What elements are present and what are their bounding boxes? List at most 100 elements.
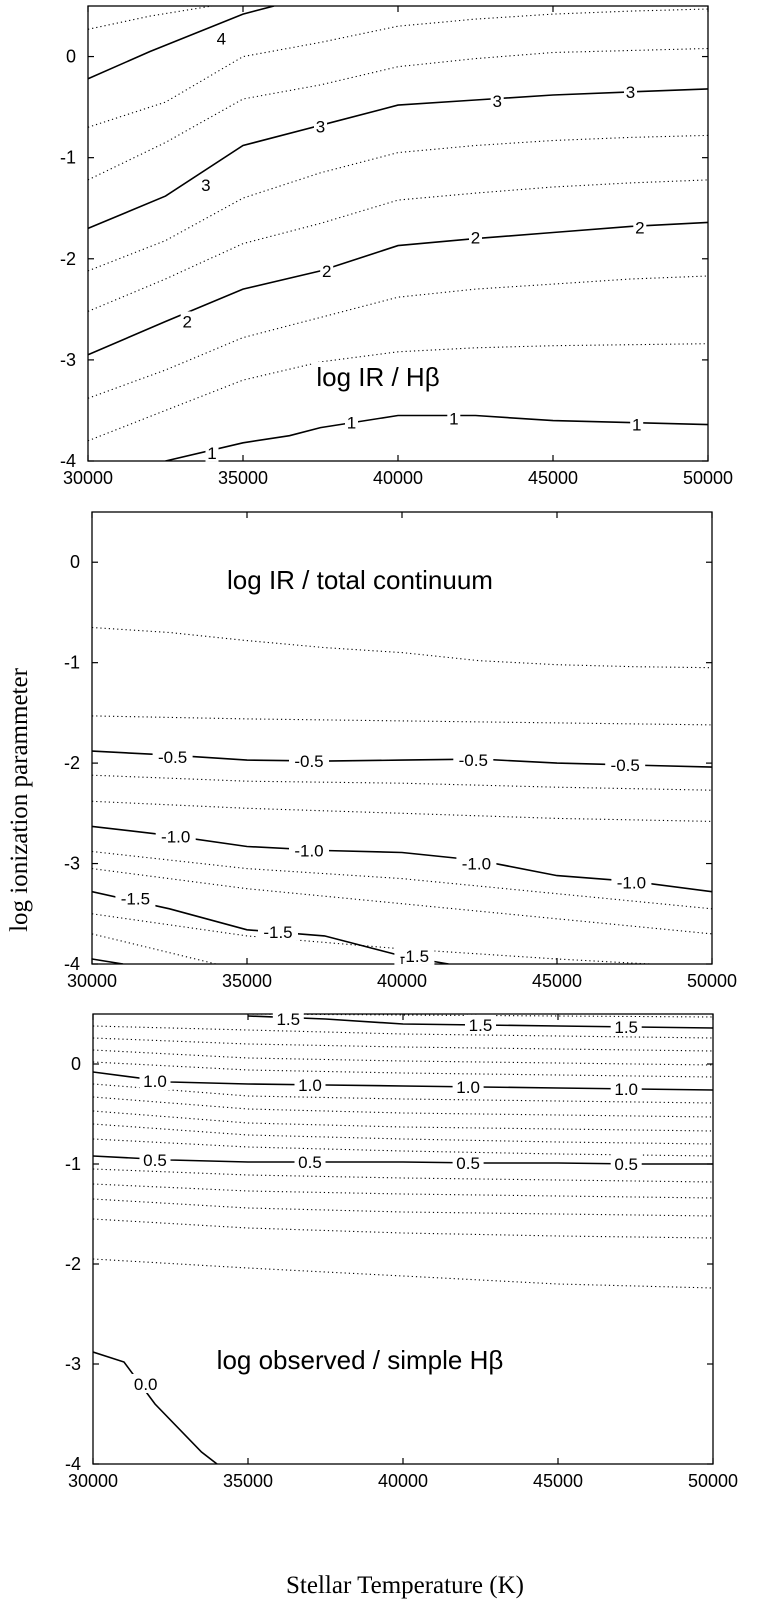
contour-line-1p0 bbox=[93, 1071, 713, 1091]
y-tick-label: -3 bbox=[60, 350, 76, 370]
y-tick-label: -3 bbox=[65, 1354, 81, 1374]
x-axis-label: Stellar Temperature (K) bbox=[286, 1572, 524, 1599]
contour-label: -0.5 bbox=[459, 751, 488, 770]
contour-label-gap bbox=[214, 28, 228, 48]
contour-line-dotted-17 bbox=[93, 1218, 713, 1239]
contour-line-dotted-5 bbox=[88, 8, 708, 128]
contour-label: 2 bbox=[182, 312, 191, 331]
y-tick-label: -3 bbox=[64, 854, 80, 874]
contour-label-gap bbox=[611, 872, 652, 892]
y-tick-label: 0 bbox=[71, 1054, 81, 1074]
contour-label-gap bbox=[610, 1017, 642, 1036]
x-tick-label: 30000 bbox=[68, 1471, 118, 1491]
contour-label-gap bbox=[456, 853, 497, 873]
contour-line-dotted-18 bbox=[93, 1258, 713, 1289]
contour-label: 1 bbox=[449, 410, 458, 429]
contour-line-dotted-10 bbox=[93, 1096, 713, 1118]
contour-label: 1.0 bbox=[143, 1072, 167, 1091]
y-tick-label: -2 bbox=[65, 1254, 81, 1274]
contour-label-gap bbox=[453, 750, 494, 770]
contour-line-1 bbox=[165, 414, 708, 461]
contour-label-gap bbox=[345, 412, 358, 432]
x-tick-label: 40000 bbox=[373, 468, 423, 488]
y-tick-label: -2 bbox=[64, 753, 80, 773]
contour-label: 1.0 bbox=[614, 1080, 638, 1099]
contour-label-gap bbox=[610, 1154, 642, 1173]
contour-label: 4 bbox=[217, 29, 226, 48]
y-axis-label: log ionization parammeter bbox=[6, 667, 33, 931]
contour-line-dotted-5 bbox=[93, 1025, 713, 1039]
x-tick-label: 45000 bbox=[532, 971, 582, 991]
contour-line-dotted-3 bbox=[92, 774, 712, 791]
contour-line-dotted-4 bbox=[92, 800, 712, 822]
contour-label: 2 bbox=[471, 229, 480, 248]
contour-label: 0.0 bbox=[134, 1375, 158, 1394]
contour-label: 1.5 bbox=[614, 1018, 638, 1037]
contour-label-gap bbox=[155, 826, 196, 846]
contour-label: 1.0 bbox=[298, 1076, 322, 1095]
contour-line-dotted-15 bbox=[93, 1183, 713, 1199]
contour-label-gap bbox=[605, 755, 646, 775]
contour-label-gap bbox=[152, 747, 193, 767]
contour-line-4 bbox=[88, 6, 275, 80]
contour-label: 1.0 bbox=[456, 1078, 480, 1097]
contour-label-gap bbox=[289, 751, 329, 771]
contour-label: 0.5 bbox=[456, 1154, 480, 1173]
contour-line-dotted-7 bbox=[88, 134, 708, 272]
contour-label-gap bbox=[624, 81, 637, 101]
contour-label-gap bbox=[469, 227, 482, 247]
contour-label-gap bbox=[320, 260, 334, 280]
x-tick-label: 40000 bbox=[378, 1471, 428, 1491]
contour-label-gap bbox=[115, 888, 156, 908]
panel-title-backing bbox=[223, 565, 497, 595]
y-tick-label: -1 bbox=[64, 653, 80, 673]
y-tick-label: -1 bbox=[65, 1154, 81, 1174]
contour-label: 3 bbox=[492, 92, 501, 111]
contour-label-gap bbox=[289, 840, 329, 860]
contour-line-0p0 bbox=[93, 1351, 218, 1464]
panel-title: log IR / Hβ bbox=[316, 362, 439, 392]
contour-label: 1 bbox=[207, 444, 216, 463]
contour-label: 2 bbox=[635, 218, 644, 237]
contour-line-dotted-12 bbox=[93, 1123, 713, 1145]
contour-label: 3 bbox=[316, 117, 325, 136]
contour-label-gap bbox=[447, 408, 461, 428]
contour-line-dotted-14 bbox=[93, 1168, 713, 1183]
contour-label: 2 bbox=[322, 262, 331, 281]
contour-label: -1.0 bbox=[462, 855, 491, 874]
x-tick-label: 45000 bbox=[533, 1471, 583, 1491]
contour-label-gap bbox=[452, 1077, 484, 1096]
y-tick-label: -1 bbox=[60, 148, 76, 168]
contour-line-dotted-13 bbox=[93, 1138, 713, 1157]
contour-label-gap bbox=[610, 1079, 642, 1098]
contour-label: 3 bbox=[626, 83, 635, 102]
x-tick-label: 50000 bbox=[683, 468, 733, 488]
contour-line-dotted-4 bbox=[93, 1014, 713, 1018]
contour-label: 0.5 bbox=[143, 1151, 167, 1170]
x-tick-label: 35000 bbox=[222, 971, 272, 991]
contour-line-dotted-6 bbox=[93, 1037, 713, 1052]
y-tick-label: -4 bbox=[64, 954, 80, 974]
contour-label: -1.5 bbox=[121, 890, 150, 909]
contour-label-gap bbox=[130, 1374, 162, 1393]
contour-label: -1.0 bbox=[294, 841, 323, 860]
contour-label-gap bbox=[180, 311, 194, 331]
contour-label-gap bbox=[272, 1009, 304, 1028]
contour-label-gap bbox=[294, 1152, 326, 1171]
contour-label: 1 bbox=[347, 414, 356, 433]
contour-line-dotted-10 bbox=[92, 933, 217, 964]
contour-label: -0.5 bbox=[611, 756, 640, 775]
contour-label: -1.0 bbox=[617, 874, 646, 893]
contour-line-dotted-11 bbox=[93, 1110, 713, 1132]
panel-title: log IR / total continuum bbox=[227, 565, 493, 595]
contour-line-3 bbox=[88, 88, 708, 230]
panel-title: log observed / simple Hβ bbox=[217, 1345, 504, 1375]
panel-title-backing bbox=[212, 1345, 508, 1375]
contour-label: 1 bbox=[632, 416, 641, 435]
x-tick-label: 50000 bbox=[687, 971, 737, 991]
contour-line-dotted-6 bbox=[88, 47, 708, 181]
contour-line-dotted-16 bbox=[93, 1198, 713, 1217]
contour-label: 0.5 bbox=[614, 1155, 638, 1174]
panel-title-backing bbox=[312, 362, 444, 392]
